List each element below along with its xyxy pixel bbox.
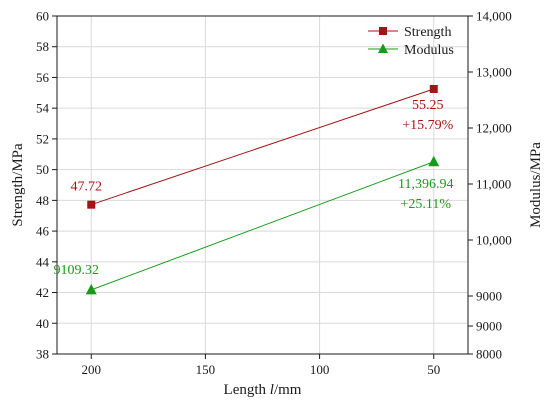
y-left-tick-label: 58 xyxy=(36,39,49,54)
modulus-marker xyxy=(428,155,440,167)
y-right-tick-label: 8000 xyxy=(476,347,502,362)
data-label: 55.25 xyxy=(412,98,444,113)
y-right-axis-title: Modulus/MPa xyxy=(528,142,544,228)
plot-frame xyxy=(56,15,469,355)
x-tick-label: 200 xyxy=(82,362,102,377)
x-tick-label: 150 xyxy=(196,362,216,377)
data-label: 9109.32 xyxy=(54,263,100,278)
y-right-tick-label: 14,000 xyxy=(476,9,512,24)
strength-marker xyxy=(87,200,96,209)
y-left-tick-label: 54 xyxy=(36,101,50,116)
y-left-tick-label: 52 xyxy=(36,131,49,146)
x-tick-label: 100 xyxy=(310,362,330,377)
y-left-tick-label: 60 xyxy=(36,9,49,24)
y-right-tick-label: 11,000 xyxy=(476,177,511,192)
y-left-tick-label: 44 xyxy=(36,254,50,269)
y-right-tick-label: 12,000 xyxy=(476,121,512,136)
y-left-tick-label: 48 xyxy=(36,193,49,208)
legend-triangle-icon xyxy=(378,43,388,53)
modulus-marker xyxy=(85,283,97,295)
data-label: 47.72 xyxy=(71,180,103,195)
x-tick-label: 50 xyxy=(427,362,440,377)
series-line-strength xyxy=(91,88,434,206)
data-label: +15.79% xyxy=(402,118,453,133)
y-left-axis-title: Strength/MPa xyxy=(10,143,26,227)
data-label: +25.11% xyxy=(400,197,451,212)
y-right-tick-label: 10,000 xyxy=(476,233,512,248)
y-left-tick-label: 40 xyxy=(36,316,49,331)
y-right-tick-label: 13,000 xyxy=(476,65,512,80)
y-left-tick-label: 42 xyxy=(36,285,49,300)
y-left-tick-label: 46 xyxy=(36,224,50,239)
y-right-tick-label: 9000 xyxy=(476,319,502,334)
legend-square-icon xyxy=(379,27,387,35)
legend-label: Strength xyxy=(404,25,451,40)
x-axis-title: Length l/mm xyxy=(224,382,302,398)
strength-marker xyxy=(429,84,438,93)
y-left-tick-label: 50 xyxy=(36,162,49,177)
data-label: 11,396.94 xyxy=(398,177,453,192)
y-right-tick-label: 9000 xyxy=(476,289,502,304)
legend-label: Modulus xyxy=(404,43,454,58)
series-line-modulus xyxy=(91,161,434,291)
y-left-tick-label: 56 xyxy=(36,70,50,85)
y-left-tick-label: 38 xyxy=(36,347,49,362)
